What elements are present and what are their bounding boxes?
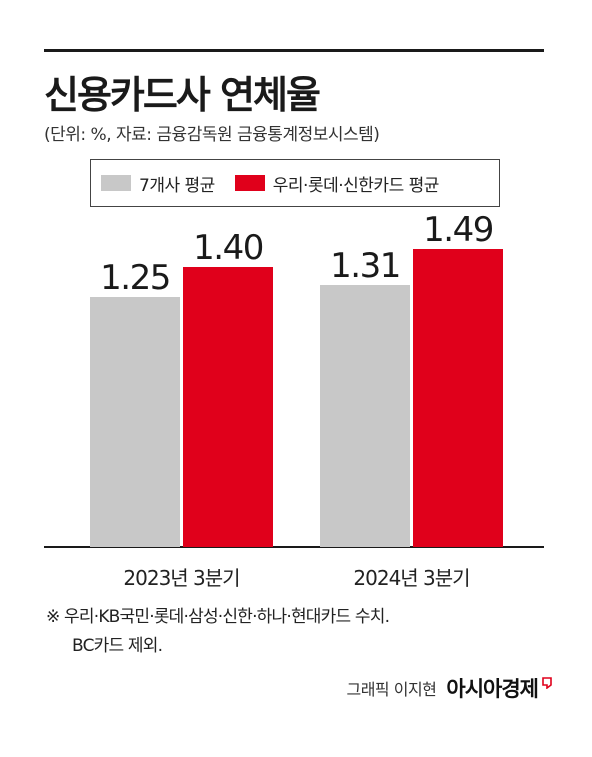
data-label-gray-1: 1.31 xyxy=(330,246,400,286)
top-rule xyxy=(44,49,544,52)
bar-red-1 xyxy=(413,249,503,547)
legend-item-gray: 7개사 평균 xyxy=(101,171,215,196)
bar-chart: 1.25 1.40 1.31 1.49 2023년 3분기 2024년 3분기 xyxy=(44,210,544,590)
legend-label-gray: 7개사 평균 xyxy=(139,175,215,196)
graphic-byline: 그래픽 이지현 xyxy=(346,680,437,699)
legend-swatch-red xyxy=(234,175,265,191)
footnote-line-2: BC카드 제외. xyxy=(72,636,163,656)
footnote: ※ 우리·KB국민·롯데·삼성·신한·하나·현대카드 수치. BC카드 제외. xyxy=(46,603,390,661)
publisher-mark-icon xyxy=(542,677,552,689)
bar-gray-1 xyxy=(320,285,410,547)
data-label-red-1: 1.49 xyxy=(423,210,493,250)
data-label-red-0: 1.40 xyxy=(193,228,263,268)
credit: 그래픽 이지현 아시아경제 xyxy=(346,673,552,703)
legend-swatch-gray xyxy=(101,175,131,191)
legend-item-red: 우리·롯데·신한카드 평균 xyxy=(234,171,440,196)
bar-red-0 xyxy=(183,267,273,547)
chart-title: 신용카드사 연체율 xyxy=(44,73,321,117)
publisher-logo: 아시아경제 xyxy=(446,677,539,701)
category-label-1: 2024년 3분기 xyxy=(353,566,469,590)
footnote-line-1: ※ 우리·KB국민·롯데·삼성·신한·하나·현대카드 수치. xyxy=(46,607,390,627)
chart-subtitle: (단위: %, 자료: 금융감독원 금융통계정보시스템) xyxy=(44,125,380,145)
data-label-gray-0: 1.25 xyxy=(100,258,170,298)
legend-label-red: 우리·롯데·신한카드 평균 xyxy=(272,175,440,196)
category-label-0: 2023년 3분기 xyxy=(123,566,239,590)
legend: 7개사 평균 우리·롯데·신한카드 평균 xyxy=(90,159,500,207)
bar-gray-0 xyxy=(90,297,180,547)
